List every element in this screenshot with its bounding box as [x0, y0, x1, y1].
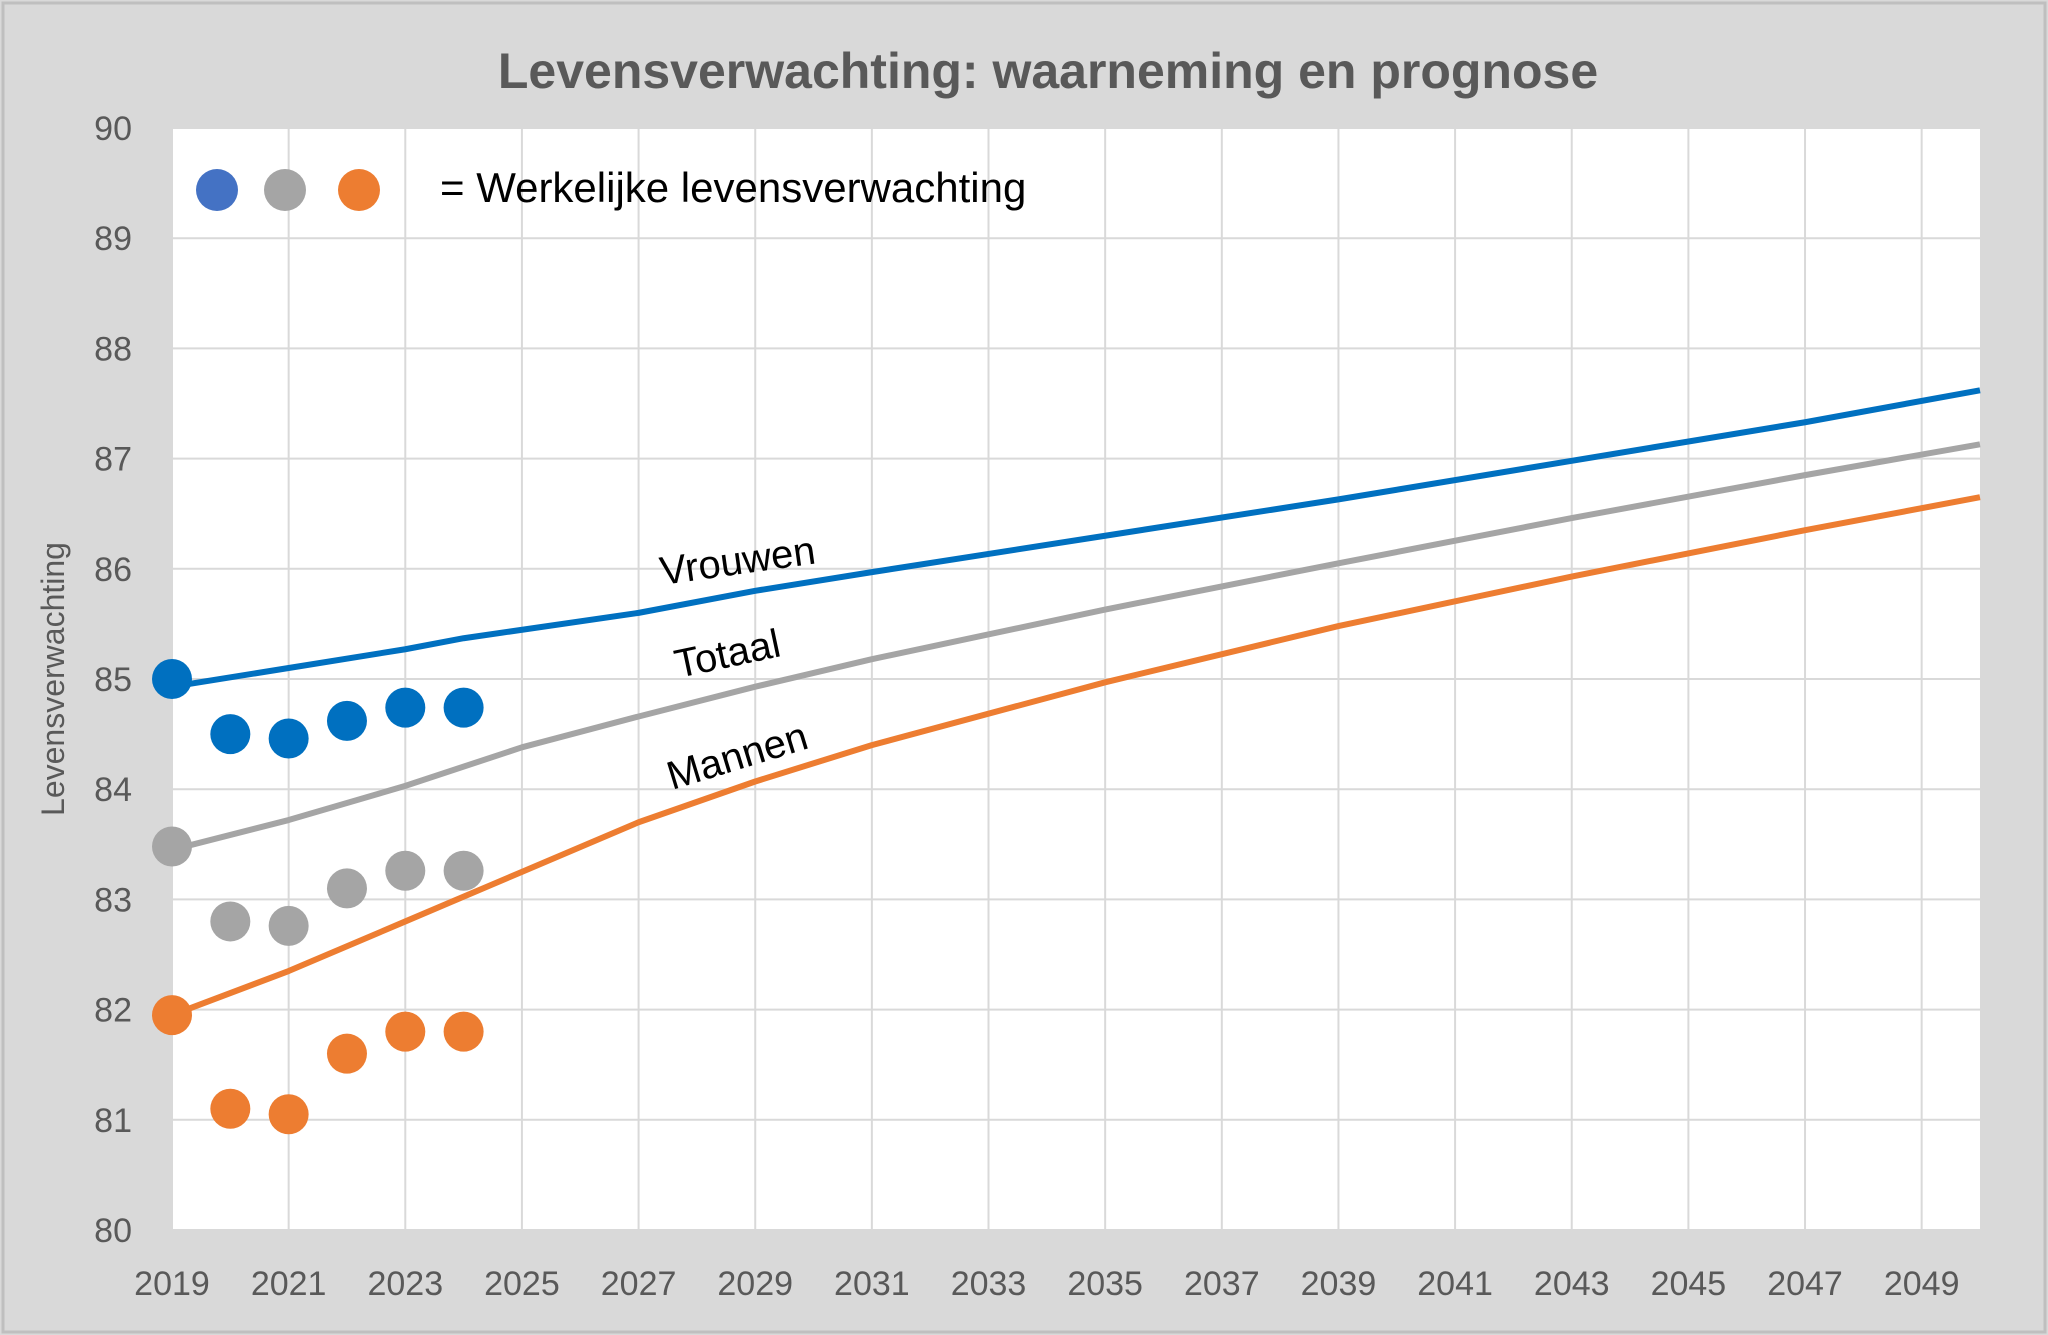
observed-point	[326, 700, 367, 741]
y-tick-label: 86	[94, 551, 132, 589]
y-tick-label: 83	[94, 881, 132, 919]
x-tick-label: 2047	[1767, 1265, 1843, 1303]
y-tick-label: 81	[94, 1102, 132, 1140]
x-tick-label: 2041	[1417, 1265, 1493, 1303]
y-tick-label: 87	[94, 441, 132, 479]
y-tick-label: 82	[94, 992, 132, 1030]
observed-point	[210, 901, 251, 942]
x-tick-label: 2021	[251, 1265, 327, 1303]
x-tick-label: 2025	[484, 1265, 560, 1303]
x-tick-label: 2037	[1184, 1265, 1260, 1303]
y-tick-label: 89	[94, 220, 132, 258]
legend-text: = Werkelijke levensverwachting	[440, 164, 1026, 211]
y-tick-label: 84	[94, 771, 132, 809]
observed-point	[326, 868, 367, 909]
x-tick-label: 2019	[134, 1265, 210, 1303]
x-tick-label: 2049	[1884, 1265, 1960, 1303]
y-tick-label: 88	[94, 330, 132, 368]
legend-dot-gray	[264, 169, 306, 211]
observed-point	[443, 1011, 484, 1052]
legend: = Werkelijke levensverwachting	[196, 164, 1026, 211]
observed-point	[152, 826, 192, 867]
observed-point	[210, 1088, 251, 1129]
series-line-totaal	[171, 441, 1981, 853]
legend-dot-orange	[338, 169, 380, 211]
observed-point	[385, 850, 426, 891]
observed-point	[385, 1011, 426, 1052]
x-tick-label: 2031	[834, 1265, 910, 1303]
observed-point	[268, 905, 309, 946]
x-tick-label: 2045	[1651, 1265, 1727, 1303]
observed-point	[152, 995, 192, 1036]
x-tick-label: 2039	[1301, 1265, 1377, 1303]
observed-point	[268, 1094, 309, 1135]
observed-point	[152, 659, 192, 699]
observed-point	[268, 718, 309, 759]
y-tick-label: 85	[94, 661, 132, 699]
observed-point	[443, 850, 484, 891]
x-tick-label: 2029	[717, 1265, 793, 1303]
x-tick-label: 2043	[1534, 1265, 1610, 1303]
series-line-vrouwen	[171, 387, 1981, 690]
series-line-mannen	[170, 494, 1981, 1018]
y-tick-label: 90	[94, 110, 132, 148]
legend-dot-blue	[196, 169, 238, 211]
x-tick-label: 2035	[1067, 1265, 1143, 1303]
y-tick-label: 80	[94, 1212, 132, 1250]
observed-point	[443, 687, 484, 728]
observed-point	[210, 714, 251, 755]
observed-point	[385, 687, 426, 728]
chart-title: Levensverwachting: waarneming en prognos…	[498, 43, 1598, 99]
x-tick-label: 2027	[601, 1265, 677, 1303]
observed-point	[326, 1033, 367, 1074]
x-tick-label: 2023	[367, 1265, 443, 1303]
x-tick-label: 2033	[951, 1265, 1027, 1303]
y-axis-label: Levensverwachting	[35, 542, 71, 816]
